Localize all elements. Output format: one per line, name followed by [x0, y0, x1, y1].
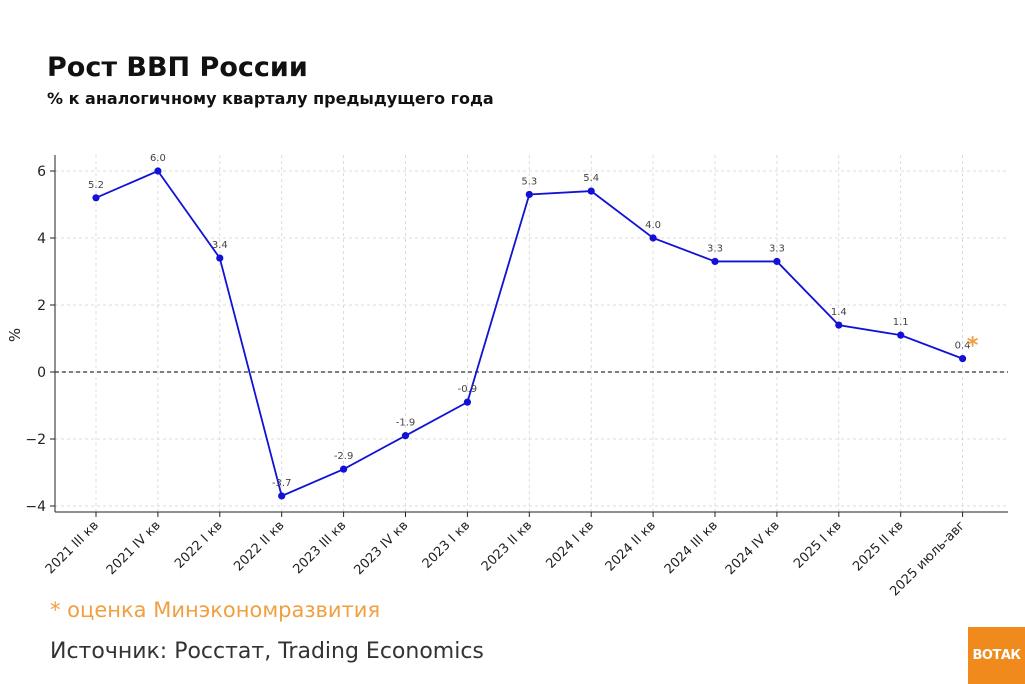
data-point	[340, 465, 348, 473]
x-tick-label: 2023 I кв	[420, 518, 474, 572]
y-tick-label: 2	[37, 298, 46, 314]
y-tick-label: −4	[25, 499, 46, 515]
data-label: 3.3	[707, 243, 723, 254]
data-label: 3.3	[769, 243, 785, 254]
data-label: 4.0	[645, 220, 661, 231]
x-tick-label: 2022 II кв	[231, 518, 287, 574]
data-label: -1.9	[396, 418, 416, 429]
data-point	[525, 190, 533, 199]
data-point	[216, 254, 224, 262]
x-tick-label: 2023 IV кв	[352, 518, 412, 578]
logo-text-2: АК	[1000, 648, 1021, 663]
data-point	[711, 257, 719, 266]
data-label: 6.0	[150, 153, 166, 164]
data-label: -3.7	[272, 478, 292, 489]
data-point	[587, 187, 595, 195]
grid-layer	[55, 155, 1008, 512]
data-point	[154, 167, 162, 175]
label-layer: 5.2 6.0 3.4 -3.7 -2.9 -1.9 -0.9 5.3 5.4 4.0 3.3 3.3…	[88, 153, 979, 489]
x-tick-label: 2024 IV кв	[723, 518, 783, 578]
x-tick-label: 2024 I кв	[543, 518, 597, 572]
data-label: 1.4	[831, 307, 847, 318]
chart-subtitle: % к аналогичному кварталу предыдущего го…	[47, 89, 494, 108]
data-label: 3.4	[212, 240, 228, 251]
x-tick-label: 2024 III кв	[662, 518, 721, 577]
x-tick-label: 2022 I кв	[172, 518, 226, 572]
x-tick-label: 2025 II кв	[850, 518, 906, 574]
x-tick-label: 2021 IV кв	[104, 518, 164, 578]
data-label: 5.4	[583, 173, 599, 184]
data-point	[463, 398, 471, 406]
data-label: 5.3	[521, 176, 537, 187]
x-tick-label: 2024 II кв	[603, 518, 659, 574]
data-label: -0.9	[458, 384, 478, 395]
data-point	[773, 257, 781, 266]
y-tick-label: 6	[37, 164, 46, 180]
series-layer	[92, 167, 967, 500]
y-tick-label: 4	[37, 231, 46, 247]
estimate-asterisk: *	[967, 334, 979, 359]
data-label: 0.4	[955, 341, 971, 352]
x-tick-label: 2023 III кв	[290, 518, 349, 577]
data-point	[897, 331, 905, 339]
data-point	[278, 492, 286, 500]
y-axis-label: %	[6, 328, 24, 342]
chart-title: Рост ВВП России	[47, 52, 308, 83]
x-tick-label: 2021 III кв	[43, 518, 102, 577]
data-point	[649, 234, 657, 242]
data-label: 1.1	[893, 317, 909, 328]
data-point	[959, 355, 967, 363]
y-tick-label: −2	[25, 432, 46, 448]
source-text: Источник: Росстат, Trading Economics	[50, 639, 484, 664]
brand-logo: ВОТ АК	[968, 627, 1025, 684]
logo-text-1: ВОТ	[972, 648, 1001, 663]
data-label: 5.2	[88, 180, 104, 191]
data-point	[401, 432, 410, 440]
y-tick-label: 0	[37, 365, 46, 381]
data-label: -2.9	[334, 451, 354, 462]
x-tick-label: 2025 I кв	[791, 518, 845, 572]
x-tick-label: 2023 II кв	[479, 518, 535, 574]
footnote-estimate: * оценка Минэкономразвития	[50, 598, 381, 622]
series-line	[95, 169, 963, 498]
data-point	[835, 321, 843, 329]
data-point	[92, 194, 100, 202]
